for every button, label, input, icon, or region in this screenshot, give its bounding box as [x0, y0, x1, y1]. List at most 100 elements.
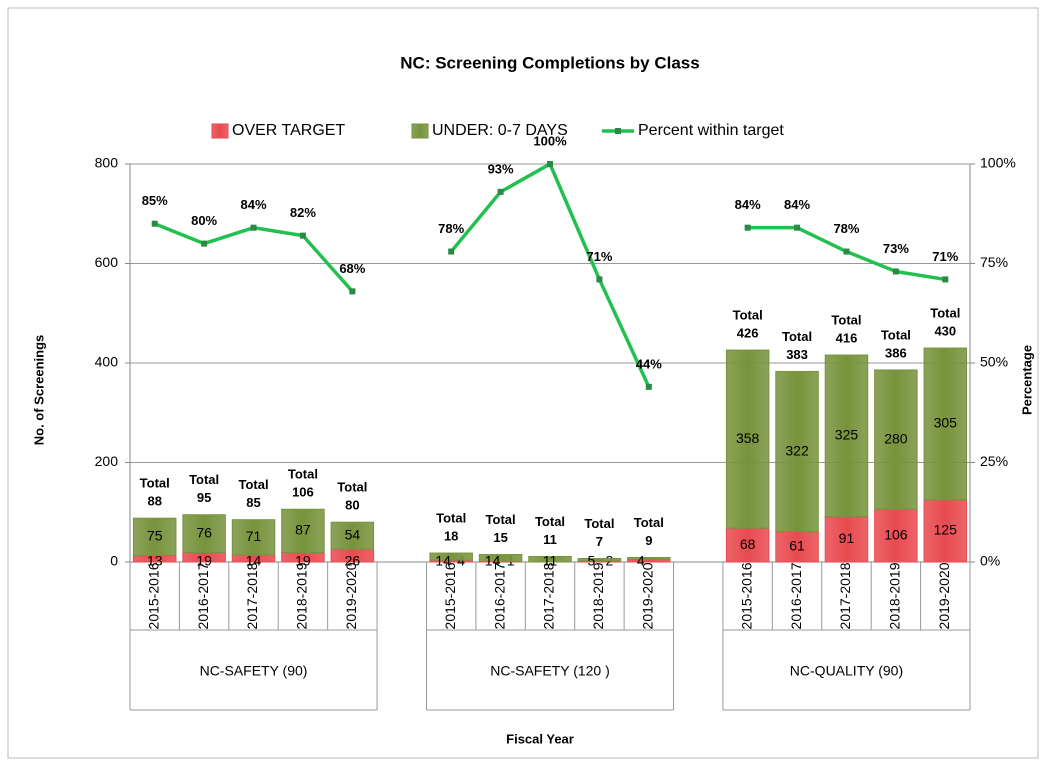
line-value-label: 84%: [735, 197, 761, 212]
line-value-label: 84%: [241, 197, 267, 212]
line-value-label: 93%: [488, 161, 514, 176]
bar-segment: [824, 516, 869, 563]
total-value: 80: [345, 498, 359, 513]
line-marker: [299, 232, 306, 239]
total-label: Total: [881, 327, 911, 342]
x-tick-label: 2019-2020: [343, 562, 359, 629]
total-value: 426: [737, 326, 759, 341]
line-marker: [645, 383, 652, 390]
line-marker: [892, 268, 899, 275]
total-value: 106: [292, 485, 314, 500]
line-value-label: 78%: [833, 221, 859, 236]
bar-segment: [281, 508, 325, 554]
bar-segment: [775, 370, 819, 533]
x-tick-label: 2015-2016: [145, 562, 161, 629]
line-value-label: 100%: [533, 133, 567, 148]
line-value-label: 80%: [191, 213, 217, 228]
bar-value-label: 322: [785, 442, 809, 458]
total-value: 95: [197, 490, 211, 505]
bar-value-label: 26: [345, 553, 361, 569]
total-label: Total: [584, 516, 614, 531]
total-label: Total: [140, 476, 170, 491]
bar-segment: [478, 554, 523, 563]
total-label: Total: [831, 312, 861, 327]
total-value: 7: [596, 534, 603, 549]
y2-tick-label: 0%: [980, 553, 1000, 569]
y-tick-label: 400: [95, 354, 119, 370]
total-label: Total: [238, 477, 268, 492]
line-value-label: 68%: [339, 261, 365, 276]
bar-segment: [330, 521, 375, 550]
bar-segment: [874, 369, 918, 510]
line-marker: [942, 276, 949, 283]
x-tick-label: 2015-2016: [738, 562, 754, 629]
line-marker: [547, 161, 553, 167]
x-tick-label: 2018-2019: [294, 562, 310, 629]
line-value-label: 44%: [636, 356, 662, 371]
total-value: 85: [246, 495, 260, 510]
total-label: Total: [535, 514, 565, 529]
line-value-label: 84%: [784, 197, 810, 212]
total-value: 11: [543, 532, 557, 547]
bar-segment: [725, 349, 770, 529]
bar-segment: [824, 354, 869, 518]
total-label: Total: [486, 512, 516, 527]
line-marker: [497, 188, 504, 195]
total-value: 18: [444, 528, 458, 543]
bar-segment: [923, 347, 968, 501]
bar-segment: [775, 531, 819, 563]
x-tick-label: 2018-2019: [887, 562, 903, 629]
legend-label: Percent within target: [638, 122, 784, 139]
bar-value-label: 75: [147, 528, 163, 544]
x-axis-title: Fiscal Year: [506, 731, 574, 746]
legend-label: UNDER: 0-7 DAYS: [432, 122, 568, 139]
line-value-label: 71%: [932, 249, 958, 264]
line-value-label: 71%: [586, 249, 612, 264]
total-label: Total: [436, 510, 466, 525]
bar-value-label: 13: [147, 553, 163, 569]
bar-value-label: 5: [588, 553, 596, 569]
x-tick-label: 2017-2018: [541, 562, 557, 629]
x-tick-label: 2015-2016: [442, 562, 458, 629]
y-tick-label: 200: [95, 453, 119, 469]
legend-swatch: [411, 123, 429, 139]
bar-value-label: 11: [543, 553, 558, 569]
y-tick-label: 800: [95, 155, 119, 171]
total-value: 15: [493, 530, 507, 545]
line-marker: [794, 224, 801, 231]
legend-swatch: [211, 123, 229, 139]
y-axis-title: No. of Screenings: [31, 335, 46, 446]
bar-value-label: 68: [740, 536, 756, 552]
line-marker: [349, 288, 356, 295]
bar-segment: [528, 556, 572, 563]
x-tick-label: 2016-2017: [491, 562, 507, 629]
line-value-label: 82%: [290, 205, 316, 220]
bar-value-label: 54: [345, 526, 361, 542]
bar-segment: [577, 558, 622, 562]
bar-value-label: 280: [884, 430, 908, 446]
x-tick-label: 2017-2018: [837, 562, 853, 629]
bar-segment: [627, 557, 671, 561]
line-marker: [151, 220, 158, 227]
line-marker: [744, 224, 751, 231]
bar-segment: [923, 499, 968, 563]
total-label: Total: [634, 515, 664, 530]
bar-segment: [429, 552, 473, 561]
bar-value-label: 358: [736, 430, 760, 446]
total-label: Total: [733, 308, 763, 323]
x-tick-label: 2017-2018: [244, 562, 260, 629]
legend-label: OVER TARGET: [232, 122, 345, 139]
chart-title: NC: Screening Completions by Class: [400, 53, 699, 72]
bar-value-label: 4: [637, 553, 645, 569]
total-value: 383: [786, 347, 808, 362]
group-label: NC-SAFETY (120 ): [490, 663, 610, 679]
bar-value-label: 19: [196, 553, 212, 569]
group-label: NC-SAFETY (90): [200, 663, 308, 679]
bar-segment: [231, 519, 276, 556]
bar-segment: [725, 527, 770, 563]
line-value-label: 78%: [438, 221, 464, 236]
x-tick-label: 2019-2020: [936, 562, 952, 629]
bar-value-label: 91: [839, 530, 855, 546]
y2-tick-label: 75%: [980, 254, 1008, 270]
